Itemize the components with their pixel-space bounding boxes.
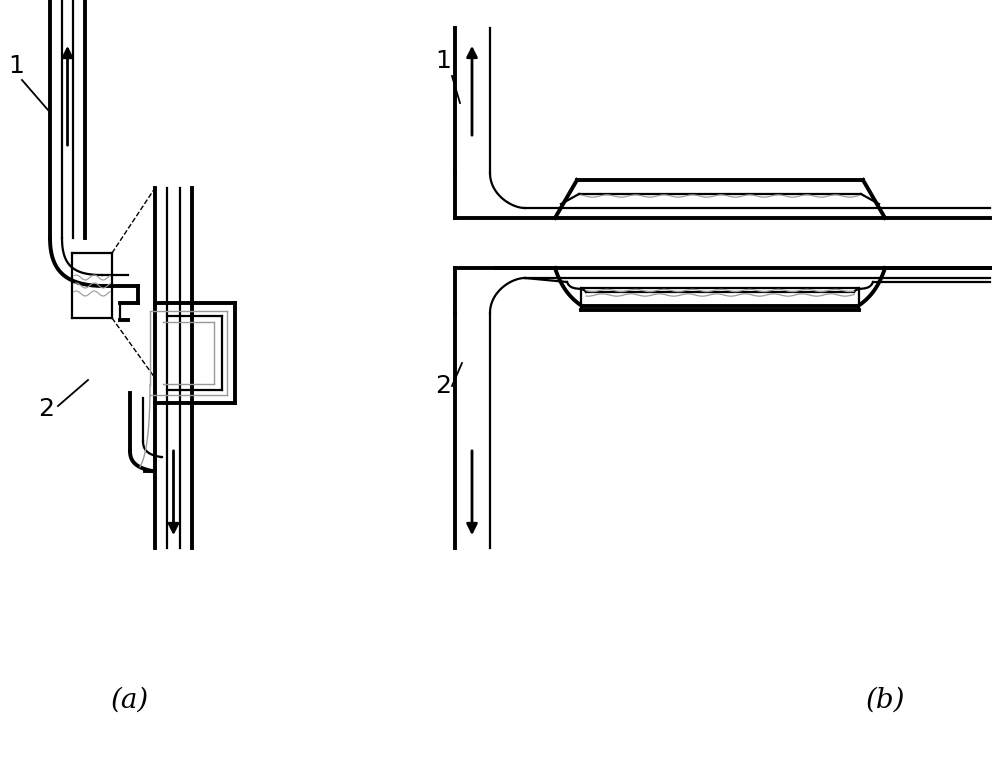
Text: 1: 1 bbox=[435, 49, 451, 73]
Text: (a): (a) bbox=[111, 687, 149, 714]
Text: 2: 2 bbox=[38, 397, 54, 421]
Text: (b): (b) bbox=[865, 687, 905, 714]
Text: 2: 2 bbox=[435, 374, 451, 398]
Text: 1: 1 bbox=[8, 54, 24, 78]
